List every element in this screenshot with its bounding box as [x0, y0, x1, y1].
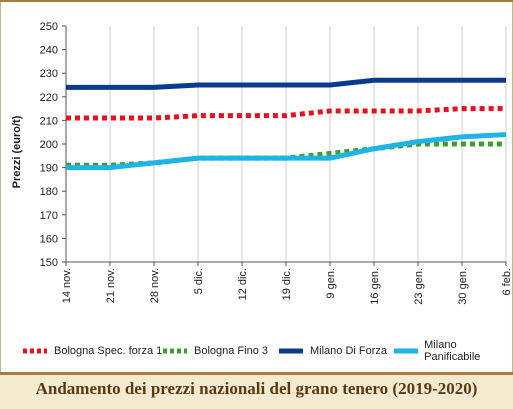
- x-tick-label: 23 gen.: [413, 268, 425, 305]
- y-tick-label: 210: [40, 115, 58, 127]
- x-tick-label: 21 nov.: [105, 268, 117, 303]
- legend-swatch: [163, 348, 187, 354]
- x-tick-label: 16 gen.: [369, 268, 381, 305]
- y-tick-label: 230: [40, 68, 58, 80]
- y-tick-label: 170: [40, 210, 58, 222]
- legend-label: Milano Di Forza: [310, 345, 388, 357]
- top-rule: [0, 0, 513, 2]
- series-lines: [66, 77, 507, 171]
- x-tick-label: 30 gen.: [457, 268, 469, 305]
- y-tick-label: 180: [40, 186, 58, 198]
- legend-label: Milano Panificabile: [424, 339, 481, 363]
- x-tick-label: 12 dic.: [237, 268, 249, 300]
- legend-swatch: [23, 348, 47, 354]
- legend-label: Bologna Fino 3: [194, 345, 268, 357]
- y-tick-label: 250: [40, 21, 58, 33]
- legend-swatch: [279, 348, 303, 354]
- y-tick-label: 160: [40, 233, 58, 245]
- series-line: [66, 77, 506, 90]
- legend-item: Bologna Fino 3: [162, 340, 268, 362]
- y-tick-label: 150: [40, 257, 58, 269]
- x-tick-labels: 14 nov. 21 nov. 28 nov. 5 dic. 12 dic. 19 dic…: [61, 268, 513, 305]
- y-axis-label: Prezzi (euro/t): [11, 115, 23, 188]
- series-line: [66, 132, 507, 171]
- x-tick-label: 9 gen.: [325, 268, 337, 299]
- y-tick-label: 240: [40, 45, 58, 57]
- x-tick-label: 6 feb.: [501, 268, 513, 296]
- footer-band: Andamento dei prezzi nazionali del grano…: [0, 372, 513, 409]
- legend-item: Milano Di Forza: [278, 340, 387, 362]
- y-tick-labels: 150 160 170 180 190 200 210 220 230 240 250: [40, 21, 58, 269]
- x-tick-label: 19 dic.: [281, 268, 293, 300]
- axes: [62, 25, 507, 266]
- y-tick-label: 220: [40, 92, 58, 104]
- series-line: [66, 106, 506, 121]
- x-tick-label: 14 nov.: [61, 268, 73, 303]
- x-tick-label: 28 nov.: [149, 268, 161, 303]
- y-tick-label: 190: [40, 163, 58, 175]
- x-tick-label: 5 dic.: [193, 268, 205, 294]
- grid-lines: [65, 26, 507, 262]
- legend-item: Milano Panificabile: [393, 339, 513, 363]
- legend-item: Bologna Spec. forza 1: [22, 340, 162, 362]
- legend: Bologna Spec. forza 1 Bologna Fino 3 Milan…: [0, 339, 513, 363]
- y-tick-label: 200: [40, 139, 58, 151]
- legend-label: Bologna Spec. forza 1: [54, 345, 163, 357]
- line-chart: 150 160 170 180 190 200 210 220 230 240 250 14 nov…: [11, 21, 513, 305]
- legend-swatch: [394, 348, 418, 354]
- chart-title: Andamento dei prezzi nazionali del grano…: [35, 379, 478, 398]
